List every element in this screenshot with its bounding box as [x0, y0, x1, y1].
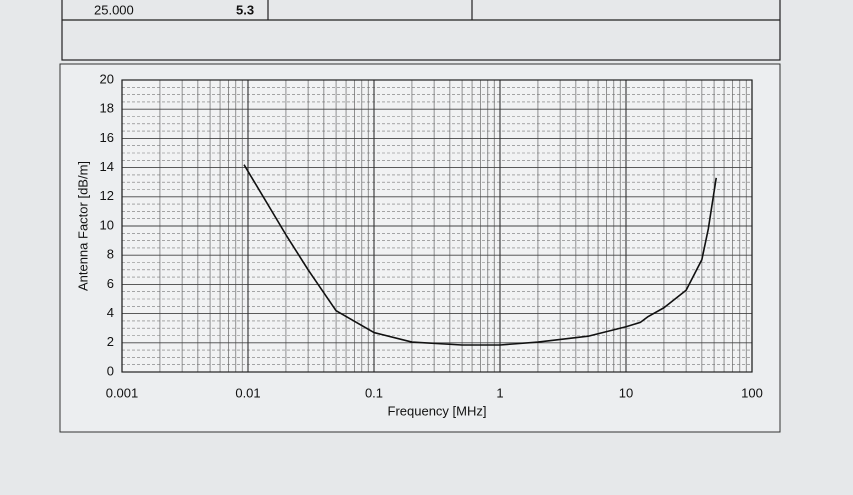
y-tick-label: 6	[107, 276, 114, 291]
y-tick-label: 20	[100, 71, 114, 86]
x-tick-label: 1	[496, 385, 503, 400]
table-frame	[61, 0, 781, 61]
x-tick-label: 100	[741, 385, 763, 400]
plot-border	[121, 79, 753, 373]
x-tick-label: 10	[619, 385, 633, 400]
y-tick-label: 12	[100, 188, 114, 203]
x-tick-label: 0.001	[106, 385, 139, 400]
y-tick-label: 18	[100, 101, 114, 116]
y-tick-label: 16	[100, 130, 114, 145]
table-cell: 5.3	[236, 2, 254, 17]
plot: 0 2 4 6 8 10 12 14 16 18 20 0.001 0.01 0.1 1 10 100	[100, 71, 763, 400]
y-tick-label: 2	[107, 334, 114, 349]
y-tick-label: 14	[100, 159, 114, 174]
data-line	[243, 164, 718, 346]
x-tick-label: 0.01	[235, 385, 260, 400]
x-axis-label: Frequency [MHz]	[388, 403, 487, 418]
y-tick-label: 0	[107, 363, 114, 378]
y-tick-label: 10	[100, 217, 114, 232]
y-tick-label: 4	[107, 305, 114, 320]
x-tick-label: 0.1	[365, 385, 383, 400]
y-axis-label: Antenna Factor [dB/m]	[75, 161, 90, 291]
table-cell: 25.000	[94, 2, 134, 17]
y-tick-label: 8	[107, 247, 114, 262]
